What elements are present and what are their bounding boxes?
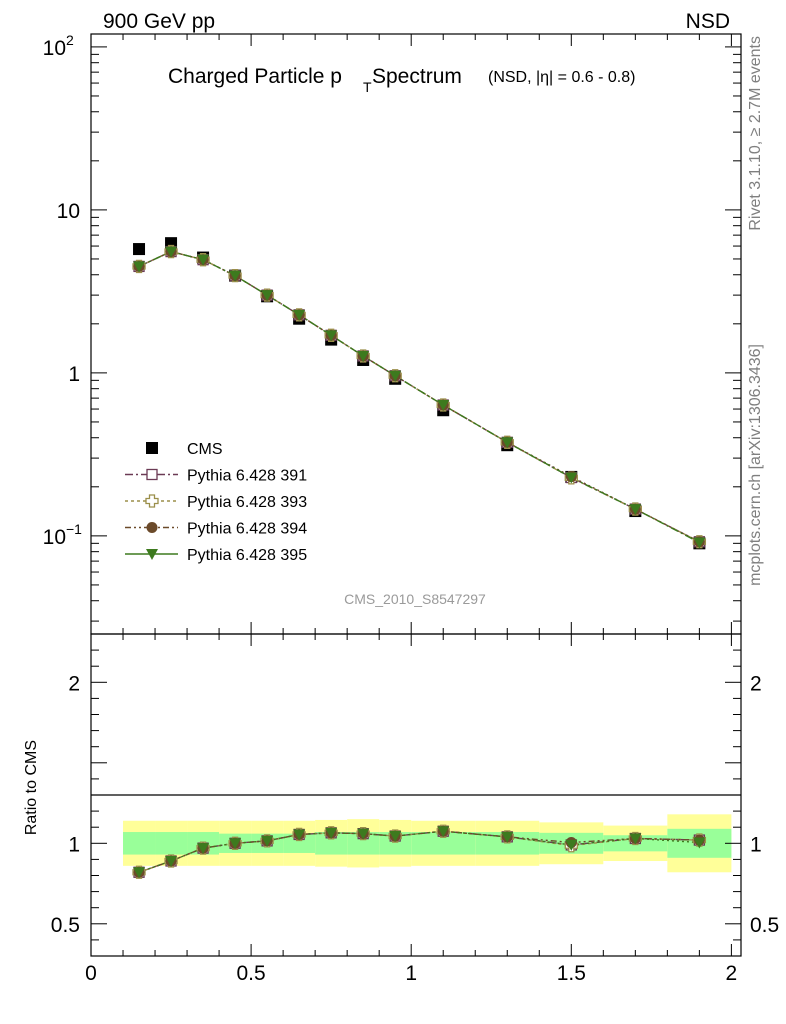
- data-point: [261, 290, 274, 302]
- x-tick-labels: 0 0.5 1 1.5 2: [85, 962, 737, 985]
- series-line: [138, 830, 700, 873]
- data-point: [565, 839, 578, 851]
- ratio-y-tick-labels: 0.5 0.5 1 1 2 2: [51, 672, 779, 937]
- ratio-y-tick-label-right: 0.5: [750, 914, 779, 937]
- ratio-series-points: [132, 824, 707, 879]
- main-frame: [90, 33, 742, 635]
- x-tick-label: 1: [405, 962, 417, 985]
- data-point: [501, 831, 514, 843]
- y-tick-base: 10: [43, 526, 66, 549]
- legend-item: Pythia 6.428 395: [125, 547, 307, 564]
- legend-label: Pythia 6.428 391: [187, 468, 307, 485]
- legend-marker: [146, 442, 158, 454]
- data-point: [197, 254, 210, 266]
- y-tick-base: 10: [43, 37, 66, 60]
- ratio-y-axis-label: Ratio to CMS: [23, 740, 40, 835]
- y-tick-exponent: 2: [66, 32, 74, 48]
- source-label: mcplots.cern.ch [arXiv:1306.3436]: [747, 344, 764, 586]
- x-tick-label: 0.5: [236, 962, 265, 985]
- data-point: [133, 261, 146, 273]
- x-tick-label: 1.5: [557, 962, 586, 985]
- ratio-y-tick-label: 0.5: [51, 914, 80, 937]
- legend-label: Pythia 6.428 394: [187, 521, 307, 538]
- data-point: [437, 400, 450, 412]
- rivet-version-label: Rivet 3.1.10, ≥ 2.7M events: [747, 36, 764, 231]
- data-point: [197, 843, 210, 855]
- x-tick-label: 2: [726, 962, 738, 985]
- data-point: [565, 472, 578, 484]
- data-point: [165, 246, 178, 258]
- ratio-frame: [90, 633, 742, 957]
- data-point: [325, 827, 338, 839]
- data-point: [629, 504, 642, 516]
- data-point: [133, 867, 146, 879]
- stat-band: [155, 832, 188, 855]
- energy-label: 900 GeV pp: [103, 10, 215, 33]
- title-sub: T: [363, 79, 372, 95]
- data-point: [693, 537, 706, 549]
- legend-marker: [146, 522, 158, 533]
- ratio-y-tick-label-right: 2: [750, 672, 762, 695]
- data-point: [389, 831, 402, 843]
- ratio-axis-ticks: [90, 633, 741, 957]
- ratio-y-tick-label: 2: [68, 672, 80, 695]
- legend-label: CMS: [187, 441, 223, 458]
- data-point: [165, 856, 178, 868]
- legend-item: Pythia 6.428 394: [125, 521, 307, 538]
- main-panel: Charged Particle p T Spectrum (NSD, |η| …: [43, 32, 742, 635]
- data-point: [133, 243, 146, 256]
- data-point: [293, 309, 306, 321]
- main-series-points: [132, 237, 707, 550]
- data-point: [293, 829, 306, 841]
- ratio-panel: 0.5 0.5 1 1 2 2 0 0.5 1 1.5 2 Ratio to CMS: [23, 633, 779, 985]
- ratio-y-tick-label-right: 1: [750, 833, 762, 856]
- y-tick-label: 10 2: [43, 32, 74, 60]
- stat-band: [347, 832, 380, 855]
- data-point: [389, 370, 402, 382]
- title-small: (NSD, |η| = 0.6 - 0.8): [488, 69, 635, 86]
- y-tick-base: 1: [68, 363, 80, 386]
- y-tick-label: 1: [68, 363, 80, 386]
- series-line: [138, 250, 700, 544]
- watermark: CMS_2010_S8547297: [344, 591, 486, 607]
- data-point: [261, 835, 274, 847]
- data-point: [693, 837, 706, 849]
- legend-marker: [146, 549, 158, 560]
- data-point: [357, 828, 370, 840]
- legend-label: Pythia 6.428 395: [187, 547, 307, 564]
- y-tick-exponent: −1: [66, 521, 82, 537]
- legend-label: Pythia 6.428 393: [187, 494, 307, 511]
- stat-band: [379, 832, 412, 855]
- legend-marker: [145, 494, 159, 508]
- legend-item: Pythia 6.428 391: [125, 468, 307, 485]
- data-point: [325, 330, 338, 342]
- ratio-y-tick-label: 1: [68, 833, 80, 856]
- stat-band: [411, 832, 476, 855]
- x-tick-label: 0: [85, 962, 97, 985]
- legend-marker: [146, 468, 158, 481]
- stat-band: [315, 832, 348, 855]
- legend-item: Pythia 6.428 393: [125, 494, 307, 511]
- stat-band: [123, 832, 156, 855]
- y-tick-base: 10: [57, 200, 80, 223]
- main-title: Charged Particle p T Spectrum (NSD, |η| …: [168, 65, 635, 95]
- legend: CMS Pythia 6.428 391 Pythia 6.428 393 Pythi…: [125, 441, 307, 564]
- data-point: [229, 270, 242, 282]
- data-point: [229, 838, 242, 850]
- legend-item: CMS: [146, 441, 223, 458]
- y-tick-label: 10: [57, 200, 80, 223]
- y-tick-label: 10 −1: [43, 521, 83, 549]
- data-point: [629, 833, 642, 845]
- data-point: [357, 350, 370, 362]
- title-rest: Spectrum: [372, 65, 462, 88]
- title-main: Charged Particle p: [168, 65, 342, 88]
- stat-band: [283, 833, 316, 853]
- process-label: NSD: [686, 10, 730, 33]
- data-point: [501, 437, 514, 449]
- main-axis-ticks: [90, 34, 741, 634]
- data-point: [437, 826, 450, 838]
